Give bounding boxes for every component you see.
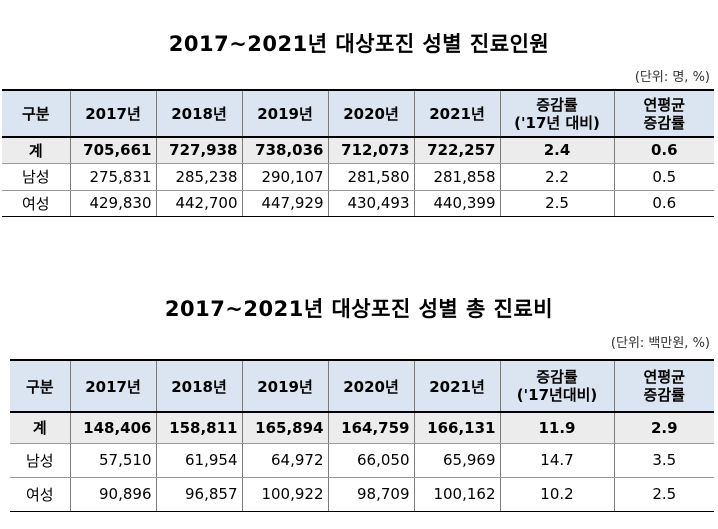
year-value-cell: 712,073 <box>328 137 415 164</box>
column-header-line: ('17년대비) <box>516 386 598 404</box>
column-header-line: 증감률 <box>643 386 685 404</box>
table2-costs: 구분 2017년 2018년 2019년 2020년 2021년 증감률 ('17년대비) 연평… <box>10 359 714 512</box>
row-label: 여성 <box>10 477 71 512</box>
table1-title: 2017~2021년 대상포진 성별 진료인원 <box>168 32 550 56</box>
column-header: 2020년 <box>328 89 415 138</box>
year-value-cell: 64,972 <box>242 443 329 478</box>
table-row: 여성 429,830 442,700 447,929 430,493 440,399 2.5… <box>2 190 714 217</box>
table2-body: 계 148,406 158,811 165,894 164,759 166,131 11.9… <box>10 412 714 512</box>
column-header: 연평균 증감률 <box>614 89 714 138</box>
year-value-cell: 100,922 <box>242 477 329 512</box>
column-header: 2017년 <box>70 359 157 413</box>
annual-avg-rate-cell: 3.5 <box>614 443 714 478</box>
header-row: 구분 2017년 2018년 2019년 2020년 2021년 증감률 ('17년대비) 연평… <box>10 359 714 413</box>
year-value-cell: 61,954 <box>156 443 243 478</box>
year-value-cell: 275,831 <box>70 163 157 191</box>
column-header-line: 연평균 <box>643 368 685 386</box>
column-header-line: 증감률 <box>643 113 685 132</box>
row-label: 계 <box>10 412 71 444</box>
column-header: 2021년 <box>414 89 501 138</box>
column-header: 2019년 <box>242 89 329 138</box>
year-value-cell: 90,896 <box>70 477 157 512</box>
table-row: 남성 275,831 285,238 290,107 281,580 281,858 2.2… <box>2 163 714 191</box>
column-header: 증감률 ('17년 대비) <box>500 89 615 138</box>
table-row: 여성 90,896 96,857 100,922 98,709 100,162 10.2 2.… <box>10 477 714 512</box>
column-header: 2020년 <box>328 359 415 413</box>
table-row: 계 705,661 727,938 738,036 712,073 722,257 2.4 0… <box>2 137 714 164</box>
year-value-cell: 290,107 <box>242 163 329 191</box>
year-value-cell: 738,036 <box>242 137 329 164</box>
year-value-cell: 96,857 <box>156 477 243 512</box>
column-header: 구분 <box>2 89 71 138</box>
table2-title: 2017~2021년 대상포진 성별 총 진료비 <box>164 297 554 321</box>
row-label: 남성 <box>10 443 71 478</box>
year-value-cell: 440,399 <box>414 190 501 217</box>
column-header-line: 증감률 <box>536 368 578 386</box>
table2-header: 구분 2017년 2018년 2019년 2020년 2021년 증감률 ('17년대비) 연평… <box>10 359 714 413</box>
column-header: 2017년 <box>70 89 157 138</box>
table1-unit: (단위: 명, %) <box>634 70 710 85</box>
annual-avg-rate-cell: 2.9 <box>614 412 714 444</box>
year-value-cell: 166,131 <box>414 412 501 444</box>
annual-avg-rate-cell: 0.5 <box>614 163 714 191</box>
column-header: 2019년 <box>242 359 329 413</box>
year-value-cell: 281,858 <box>414 163 501 191</box>
year-value-cell: 100,162 <box>414 477 501 512</box>
year-value-cell: 285,238 <box>156 163 243 191</box>
year-value-cell: 447,929 <box>242 190 329 217</box>
year-value-cell: 430,493 <box>328 190 415 217</box>
header-row: 구분 2017년 2018년 2019년 2020년 2021년 증감률 ('17년 대비) 연… <box>2 89 714 138</box>
year-value-cell: 65,969 <box>414 443 501 478</box>
change-rate-cell: 2.5 <box>500 190 615 217</box>
change-rate-cell: 2.4 <box>500 137 615 164</box>
year-value-cell: 148,406 <box>70 412 157 444</box>
table1-body: 계 705,661 727,938 738,036 712,073 722,257 2.4 0… <box>2 137 714 217</box>
table1-patients: 구분 2017년 2018년 2019년 2020년 2021년 증감률 ('17년 대비) 연… <box>2 89 714 217</box>
column-header-line: ('17년 대비) <box>514 113 600 132</box>
table-row: 남성 57,510 61,954 64,972 66,050 65,969 14.7 3.5 <box>10 443 714 478</box>
table1-header: 구분 2017년 2018년 2019년 2020년 2021년 증감률 ('17년 대비) 연… <box>2 89 714 138</box>
table-row: 계 148,406 158,811 165,894 164,759 166,131 11.9… <box>10 412 714 444</box>
annual-avg-rate-cell: 0.6 <box>614 137 714 164</box>
year-value-cell: 164,759 <box>328 412 415 444</box>
year-value-cell: 429,830 <box>70 190 157 217</box>
year-value-cell: 722,257 <box>414 137 501 164</box>
change-rate-cell: 10.2 <box>500 477 615 512</box>
column-header: 구분 <box>10 359 71 413</box>
change-rate-cell: 11.9 <box>500 412 615 444</box>
column-header: 2018년 <box>156 89 243 138</box>
year-value-cell: 66,050 <box>328 443 415 478</box>
column-header: 2018년 <box>156 359 243 413</box>
year-value-cell: 98,709 <box>328 477 415 512</box>
column-header: 2021년 <box>414 359 501 413</box>
change-rate-cell: 2.2 <box>500 163 615 191</box>
table2-unit: (단위: 백만원, %) <box>610 336 710 351</box>
annual-avg-rate-cell: 0.6 <box>614 190 714 217</box>
column-header-line: 연평균 <box>643 95 685 114</box>
year-value-cell: 158,811 <box>156 412 243 444</box>
annual-avg-rate-cell: 2.5 <box>614 477 714 512</box>
column-header-line: 증감률 <box>536 95 578 114</box>
column-header: 연평균 증감률 <box>614 359 714 413</box>
year-value-cell: 442,700 <box>156 190 243 217</box>
year-value-cell: 57,510 <box>70 443 157 478</box>
row-label: 남성 <box>2 163 71 191</box>
year-value-cell: 165,894 <box>242 412 329 444</box>
year-value-cell: 727,938 <box>156 137 243 164</box>
row-label: 계 <box>2 137 71 164</box>
row-label: 여성 <box>2 190 71 217</box>
change-rate-cell: 14.7 <box>500 443 615 478</box>
year-value-cell: 705,661 <box>70 137 157 164</box>
column-header: 증감률 ('17년대비) <box>500 359 615 413</box>
year-value-cell: 281,580 <box>328 163 415 191</box>
